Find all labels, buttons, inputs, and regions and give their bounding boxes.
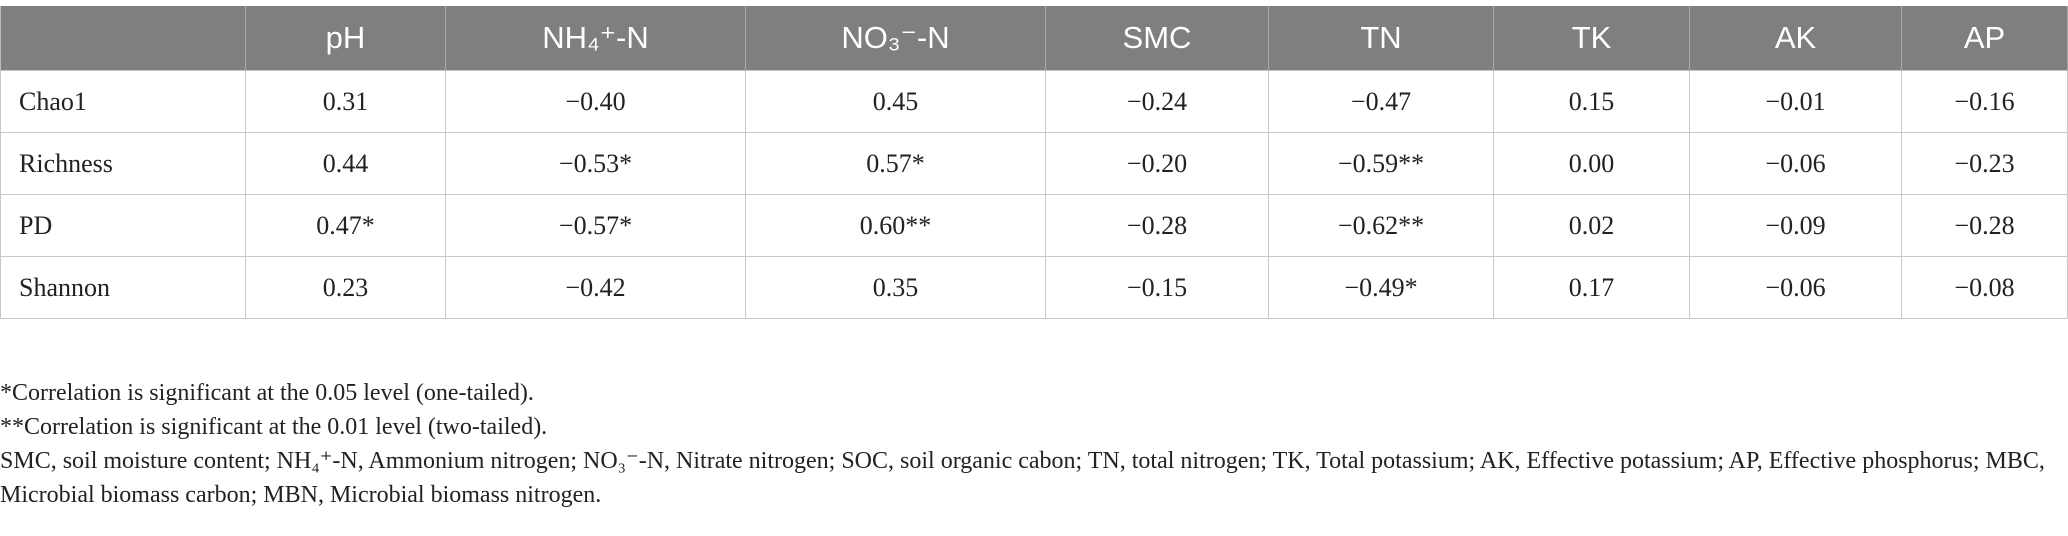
row-label: PD [0, 194, 246, 257]
table-cell: 0.45 [745, 70, 1046, 133]
table-cell: −0.09 [1689, 194, 1902, 257]
table-cell: −0.23 [1901, 132, 2068, 195]
table-cell: 0.57* [745, 132, 1046, 195]
footnote-abbreviations: SMC, soil moisture content; NH₄⁺-N, Ammo… [0, 448, 2045, 508]
table-cell: −0.42 [445, 256, 746, 319]
table-cell: 0.44 [245, 132, 446, 195]
table-cell: −0.47 [1268, 70, 1494, 133]
header-tn: TN [1268, 6, 1494, 71]
header-corner [0, 6, 246, 71]
table-cell: −0.01 [1689, 70, 1902, 133]
table-cell: −0.53* [445, 132, 746, 195]
table-cell: −0.49* [1268, 256, 1494, 319]
header-no3-n: NO₃⁻-N [745, 6, 1046, 71]
table-cell: −0.15 [1045, 256, 1269, 319]
header-ap: AP [1901, 6, 2068, 71]
table-cell: 0.00 [1493, 132, 1690, 195]
table-cell: 0.17 [1493, 256, 1690, 319]
table-cell: −0.40 [445, 70, 746, 133]
table-cell: −0.16 [1901, 70, 2068, 133]
table-cell: −0.08 [1901, 256, 2068, 319]
header-ph: pH [245, 6, 446, 71]
footnote-two-tailed: **Correlation is significant at the 0.01… [0, 414, 548, 440]
table-cell: −0.59** [1268, 132, 1494, 195]
table-cell: 0.31 [245, 70, 446, 133]
table-cell: 0.35 [745, 256, 1046, 319]
table-cell: 0.23 [245, 256, 446, 319]
table-footnotes: *Correlation is significant at the 0.05 … [0, 376, 2064, 512]
table-cell: 0.47* [245, 194, 446, 257]
table-cell: 0.15 [1493, 70, 1690, 133]
row-label: Chao1 [0, 70, 246, 133]
table-cell: 0.60** [745, 194, 1046, 257]
header-tk: TK [1493, 6, 1690, 71]
table-header-row: pH NH₄⁺-N NO₃⁻-N SMC TN TK AK AP [0, 6, 2068, 71]
row-label: Shannon [0, 256, 246, 319]
header-ak: AK [1689, 6, 1902, 71]
footnote-one-tailed: *Correlation is significant at the 0.05 … [0, 380, 534, 406]
table-cell: −0.28 [1045, 194, 1269, 257]
table-row-pd: PD 0.47* −0.57* 0.60** −0.28 −0.62** 0.0… [0, 194, 2068, 257]
correlation-table-container: pH NH₄⁺-N NO₃⁻-N SMC TN TK AK AP Chao1 0… [0, 6, 2068, 319]
correlation-table: pH NH₄⁺-N NO₃⁻-N SMC TN TK AK AP Chao1 0… [0, 6, 2068, 319]
table-cell: 0.02 [1493, 194, 1690, 257]
row-label: Richness [0, 132, 246, 195]
table-cell: −0.28 [1901, 194, 2068, 257]
table-cell: −0.20 [1045, 132, 1269, 195]
table-cell: −0.06 [1689, 256, 1902, 319]
table-cell: −0.57* [445, 194, 746, 257]
table-cell: −0.06 [1689, 132, 1902, 195]
table-row-chao1: Chao1 0.31 −0.40 0.45 −0.24 −0.47 0.15 −… [0, 70, 2068, 133]
table-row-richness: Richness 0.44 −0.53* 0.57* −0.20 −0.59**… [0, 132, 2068, 195]
header-smc: SMC [1045, 6, 1269, 71]
table-cell: −0.62** [1268, 194, 1494, 257]
table-row-shannon: Shannon 0.23 −0.42 0.35 −0.15 −0.49* 0.1… [0, 256, 2068, 319]
header-nh4-n: NH₄⁺-N [445, 6, 746, 71]
table-cell: −0.24 [1045, 70, 1269, 133]
